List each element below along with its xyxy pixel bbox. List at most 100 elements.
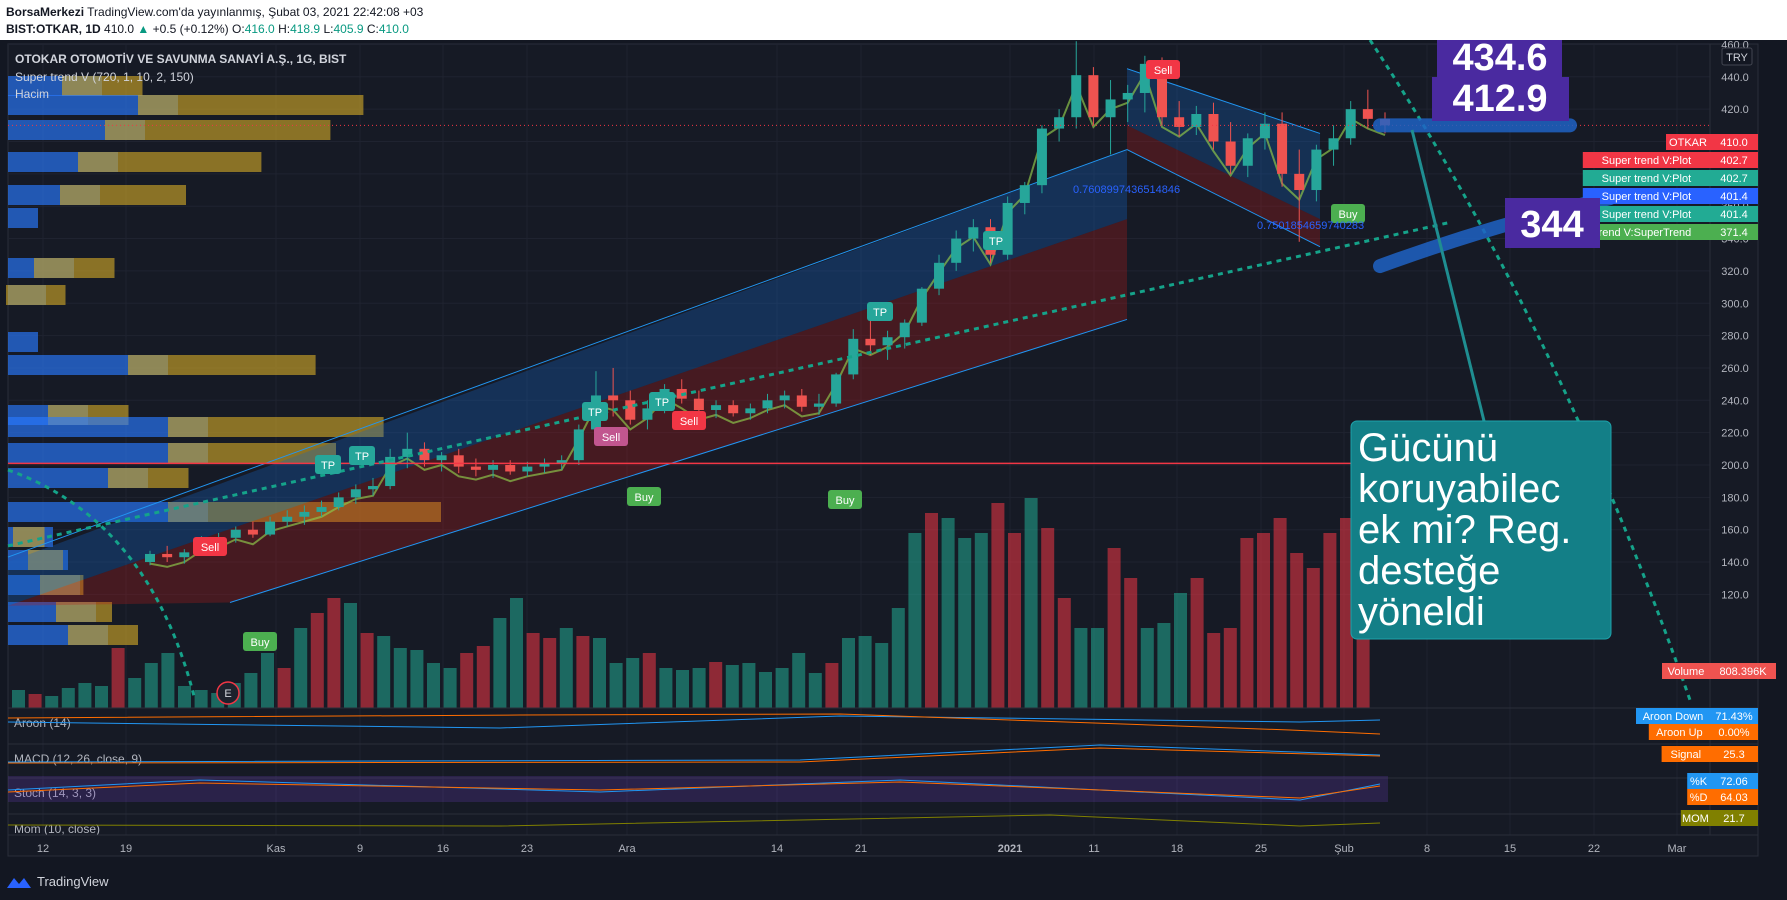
momentum-line bbox=[7, 814, 1381, 827]
stoch-d-line bbox=[7, 781, 1381, 799]
price-chart[interactable]: Sell Sell Sell Sell Buy Buy Buy Buy TP TP TP TP TP TP… bbox=[0, 40, 1787, 860]
candle-body bbox=[316, 507, 327, 512]
y-tick-label: 280.0 bbox=[1721, 331, 1749, 343]
volume-label-box bbox=[1662, 663, 1710, 679]
candle-body bbox=[711, 405, 722, 411]
candle-body bbox=[230, 529, 241, 538]
legend-volume: Hacim bbox=[15, 87, 49, 101]
volume-bar bbox=[1107, 548, 1121, 708]
open-value: 416.0 bbox=[244, 22, 275, 36]
aroon-down-line bbox=[7, 715, 1381, 729]
x-tick-label: 19 bbox=[120, 843, 132, 855]
signal-label: Buy bbox=[635, 492, 654, 504]
close-label: C: bbox=[366, 22, 379, 36]
volume-profile-bar-gold bbox=[56, 602, 112, 622]
candle-body bbox=[1071, 75, 1082, 118]
candle-body bbox=[179, 552, 190, 558]
candle-body bbox=[899, 322, 910, 338]
candle-body bbox=[145, 553, 155, 563]
candle-body bbox=[916, 288, 927, 323]
big-label-1-box bbox=[1437, 40, 1562, 80]
volume-profile-bar-gold bbox=[105, 120, 331, 140]
volume-bar bbox=[709, 662, 723, 708]
indicator-label-name: Aroon Up bbox=[1656, 727, 1702, 739]
currency-badge[interactable]: TRY bbox=[1721, 47, 1753, 66]
aroon-up-line bbox=[7, 713, 1381, 735]
indicator-label-box bbox=[1687, 773, 1710, 789]
tp-badge bbox=[867, 302, 893, 321]
volume-profile-bar-gold bbox=[68, 625, 138, 645]
candle-body bbox=[1277, 123, 1288, 174]
indicator-label-name: MOM bbox=[1682, 813, 1709, 825]
candle-body bbox=[247, 529, 258, 535]
volume-bar bbox=[410, 650, 424, 708]
candle-body bbox=[539, 463, 550, 467]
signal-badge-buy bbox=[828, 490, 862, 509]
earnings-marker-label: E bbox=[224, 688, 231, 700]
volume-bar bbox=[593, 638, 606, 708]
descending-trend-line bbox=[1368, 40, 1692, 701]
candle-body bbox=[693, 398, 704, 411]
volume-bar bbox=[1306, 568, 1320, 708]
volume-bar bbox=[642, 653, 656, 708]
volume-profile-bar-gold bbox=[34, 258, 115, 278]
volume-bar bbox=[1174, 593, 1187, 708]
volume-bar bbox=[427, 663, 440, 708]
tradingview-brand[interactable]: TradingView bbox=[6, 874, 109, 889]
y-tick-label: 160.0 bbox=[1721, 525, 1749, 537]
indicator-label-name: Signal bbox=[1671, 749, 1702, 761]
volume-bar bbox=[128, 678, 142, 708]
volume-bar bbox=[111, 648, 125, 708]
volume-bar bbox=[194, 690, 208, 708]
signal-badge-buy bbox=[243, 632, 277, 651]
x-tick-label: Şub bbox=[1334, 843, 1354, 855]
x-tick-label: 22 bbox=[1588, 843, 1600, 855]
indicator-label-value: 25.3 bbox=[1723, 749, 1744, 761]
volume-bar bbox=[1157, 623, 1171, 708]
tp-badge bbox=[983, 231, 1009, 250]
volume-bar bbox=[559, 628, 573, 708]
indicator-value-box bbox=[1710, 810, 1758, 826]
candle-body bbox=[522, 466, 533, 472]
candle-body bbox=[1362, 109, 1373, 119]
price-label-name: Super trend V:Plot bbox=[1602, 209, 1691, 221]
candle-body bbox=[1208, 114, 1219, 142]
volume-profile-bar-blue bbox=[8, 502, 208, 522]
last-price: 410.0 bbox=[104, 22, 135, 36]
volume-bar bbox=[443, 668, 457, 708]
volume-profile-bar-gold bbox=[60, 185, 186, 205]
candle-body bbox=[402, 448, 413, 457]
volume-bar bbox=[1356, 628, 1370, 708]
price-change: +0.5 (+0.12%) bbox=[152, 22, 229, 36]
candle-body bbox=[282, 516, 293, 522]
candle-body bbox=[265, 521, 276, 535]
volume-bar bbox=[1041, 528, 1055, 708]
recent-channel-bottom bbox=[1126, 149, 1321, 248]
volume-bar bbox=[1290, 553, 1304, 708]
high-value: 418.9 bbox=[290, 22, 321, 36]
earnings-marker[interactable]: E bbox=[216, 681, 240, 705]
volume-bar bbox=[1223, 628, 1237, 708]
volume-bar bbox=[1074, 628, 1088, 708]
price-label-value-box bbox=[1710, 206, 1758, 222]
volume-bar bbox=[1091, 628, 1104, 708]
indicator-label-box bbox=[1680, 810, 1710, 826]
price-label-name: Super trend V:Plot bbox=[1602, 191, 1691, 203]
volume-bar bbox=[277, 668, 291, 708]
signal-badge-buy bbox=[627, 487, 661, 506]
volume-bar bbox=[1240, 538, 1254, 708]
callout-line-2: koruyabilec bbox=[1358, 467, 1560, 511]
volume-bar bbox=[792, 653, 806, 708]
publisher-name: BorsaMerkezi bbox=[6, 5, 85, 19]
volume-bar bbox=[78, 683, 92, 708]
callout-pointer bbox=[1410, 129, 1487, 426]
volume-profile-bar-gold bbox=[13, 527, 45, 547]
x-tick-label: 16 bbox=[437, 843, 449, 855]
indicator-label-value: 71.43% bbox=[1715, 711, 1753, 723]
volume-profile-bar-gold bbox=[62, 76, 143, 96]
candle-body bbox=[1225, 141, 1236, 166]
big-label-group: 434.6 412.9 344 bbox=[1432, 40, 1600, 248]
candle-body bbox=[1036, 128, 1047, 186]
candle-body bbox=[556, 460, 567, 464]
volume-bar bbox=[1207, 633, 1221, 708]
